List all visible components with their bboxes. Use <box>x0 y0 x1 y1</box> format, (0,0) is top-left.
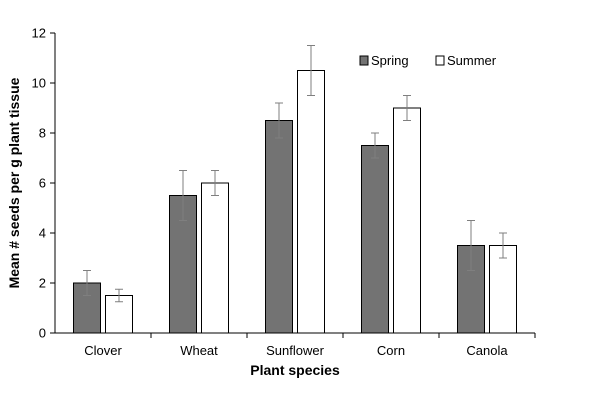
bar-summer-wheat <box>201 182 229 334</box>
legend-swatch-summer <box>435 55 445 66</box>
legend-label-summer: Summer <box>447 53 497 68</box>
x-tick-label: Sunflower <box>266 343 324 358</box>
y-axis-ticks: 0 2 4 6 8 10 12 <box>32 26 55 341</box>
x-axis-ticks: Clover Wheat Sunflower Corn Canola <box>84 333 536 358</box>
bar-spring-corn <box>361 145 389 334</box>
y-tick-label: 8 <box>39 126 46 141</box>
bars <box>73 70 517 334</box>
x-tick-label: Clover <box>84 343 122 358</box>
legend-label-spring: Spring <box>371 53 409 68</box>
bar-summer-canola <box>489 245 517 334</box>
y-tick-label: 2 <box>39 276 46 291</box>
y-tick-label: 10 <box>32 76 46 91</box>
x-axis-title: Plant species <box>250 362 340 378</box>
bar-spring-sunflower <box>265 120 293 334</box>
x-tick-label: Wheat <box>180 343 218 358</box>
y-tick-label: 12 <box>32 26 46 41</box>
x-tick-label: Canola <box>466 343 508 358</box>
y-tick-label: 4 <box>39 226 46 241</box>
bar-summer-sunflower <box>297 70 325 334</box>
y-axis-title: Mean # seeds per g plant tissue <box>6 77 22 288</box>
y-tick-label: 0 <box>39 326 46 341</box>
legend: Spring Summer <box>359 53 497 68</box>
legend-swatch-spring <box>359 55 369 66</box>
x-tick-label: Corn <box>377 343 405 358</box>
error-bars <box>83 45 507 303</box>
y-tick-label: 6 <box>39 176 46 191</box>
bar-summer-corn <box>393 107 421 334</box>
